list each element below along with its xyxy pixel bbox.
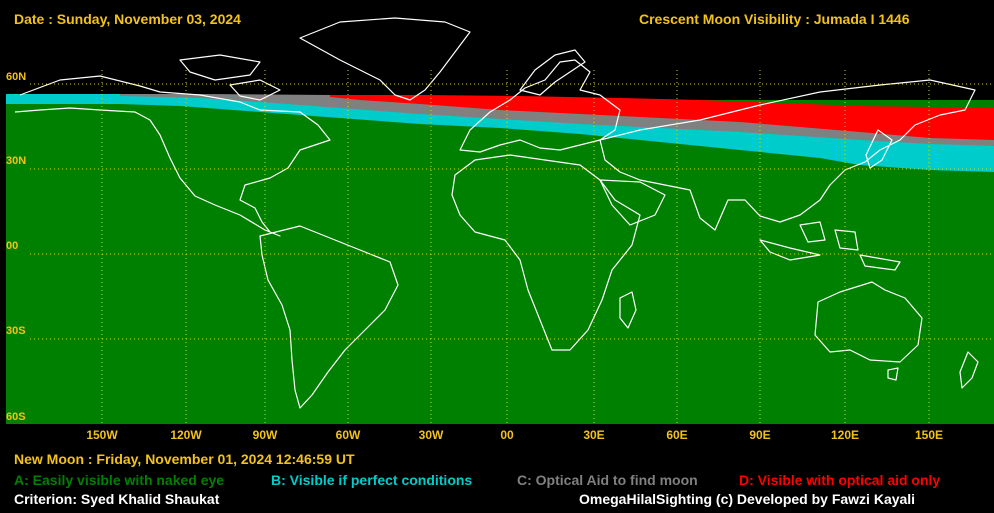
lat-label-30n: 30N [6,155,26,167]
lat-label-eq: 00 [6,240,18,252]
latitude-labels: 60N 30N 00 30S 60S [6,71,26,423]
lon-label-120w: 120W [170,428,202,442]
coastlines [14,17,979,409]
legend-b: B: Visible if perfect conditions [271,472,473,488]
lon-label-30e: 30E [583,428,605,442]
lon-label-120e: 120E [830,428,860,442]
lat-label-60n: 60N [6,71,26,83]
lon-label-60e: 60E [666,428,688,442]
new-moon-label: New Moon : Friday, November 01, 2024 12:… [14,451,355,467]
legend-a: A: Easily visible with naked eye [14,472,225,488]
legend-c: C: Optical Aid to find moon [517,472,698,488]
date-label: Date : Sunday, November 03, 2024 [14,11,241,27]
criterion-label: Criterion: Syed Khalid Shaukat [14,491,220,507]
legend-d: D: Visible with optical aid only [739,472,941,488]
credits-label: OmegaHilalSighting (c) Developed by Fawz… [579,491,916,507]
lon-label-30w: 30W [418,428,444,442]
lon-label-60w: 60W [335,428,361,442]
lon-label-00: 00 [500,428,514,442]
map-title: Crescent Moon Visibility : Jumada I 1446 [639,11,910,27]
zone-c-region [120,94,994,146]
lat-label-60s: 60S [6,411,26,423]
lon-label-150e: 150E [914,428,944,442]
lat-label-30s: 30S [6,325,26,337]
graticule [30,70,994,424]
lon-label-90e: 90E [749,428,771,442]
zone-d-region [330,95,994,140]
lon-label-90w: 90W [252,428,278,442]
lon-label-150w: 150W [86,428,118,442]
